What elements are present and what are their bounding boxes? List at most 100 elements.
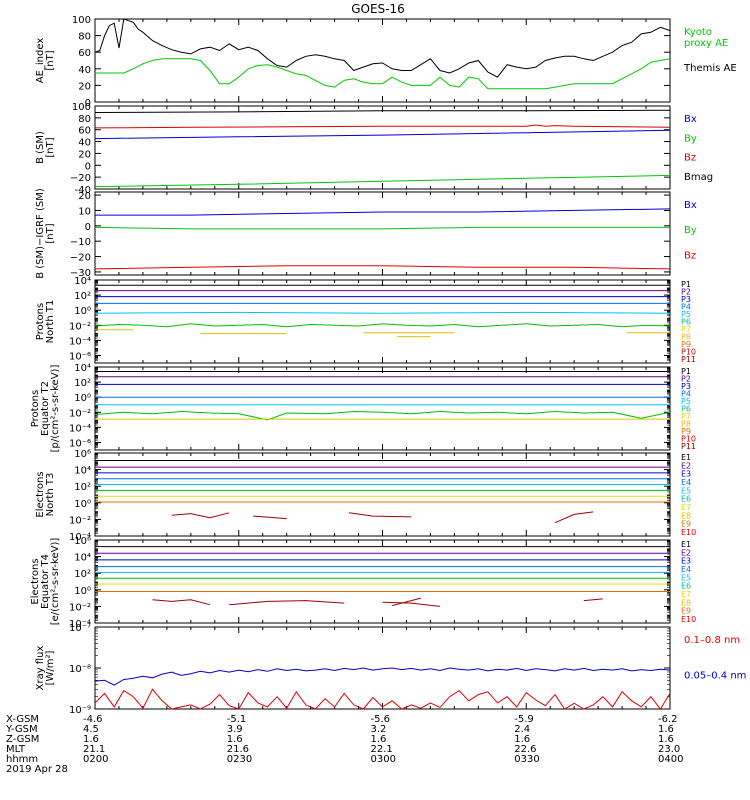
y-tick-label: 10⁰ — [74, 306, 91, 317]
legend-entry: E6 — [681, 582, 691, 591]
legend-entry: E6 — [681, 495, 691, 504]
ephemeris-value: 2.4 — [514, 724, 530, 735]
ephemeris-value: 0200 — [83, 754, 108, 765]
legend-entry: E8 — [681, 598, 691, 607]
legend-entry: P2 — [681, 288, 691, 297]
y-tick-label: 10⁶ — [74, 449, 91, 460]
series-bz — [94, 265, 671, 270]
ephemeris-label: MLT — [6, 744, 26, 755]
ephemeris-value: -5.1 — [227, 714, 247, 725]
y-axis-label: Protons — [30, 390, 41, 427]
y-tick-label: 10⁰ — [74, 393, 91, 404]
legend-entry: P10 — [681, 435, 696, 444]
ephemeris-value: 0300 — [371, 754, 396, 765]
panel-frame — [94, 105, 671, 190]
legend-entry: P4 — [681, 390, 691, 399]
ephemeris-label: Z-GSM — [6, 734, 39, 745]
y-tick-label: −20 — [70, 173, 91, 184]
legend-entry: P9 — [681, 340, 691, 349]
y-tick-label: 0 — [85, 222, 91, 233]
y-axis-label: [nT] — [45, 223, 56, 243]
y-tick-label: 20 — [78, 81, 91, 92]
legend-entry: P7 — [681, 325, 691, 334]
series-kyoto-proxy-ae — [95, 58, 671, 90]
ephemeris-value: 3.9 — [227, 724, 243, 735]
legend-entry: E2 — [681, 461, 691, 470]
legend-entry: P10 — [681, 348, 696, 357]
y-tick-label: 10⁻² — [69, 321, 91, 332]
legend-entry: 0.05–0.4 nm — [684, 671, 746, 682]
y-tick-label: 10⁻⁴ — [69, 619, 91, 630]
series-e9e — [583, 598, 603, 602]
y-axis-label: Electrons — [30, 558, 41, 604]
y-axis-label: [p/(cm²-s-sr-keV)] — [50, 365, 61, 453]
legend-entry: Themis AE — [683, 63, 737, 74]
ephemeris-value: 4.5 — [83, 724, 99, 735]
y-tick-label: 10⁻² — [69, 602, 91, 613]
y-tick-label: 10⁻⁷ — [69, 623, 91, 634]
y-tick-label: 10⁻⁹ — [69, 705, 91, 716]
y-tick-label: 10⁻² — [69, 408, 91, 419]
legend-entry: E4 — [681, 565, 691, 574]
y-tick-label: 10⁶ — [74, 536, 91, 547]
series-0-1-0-8-nm — [94, 688, 671, 710]
ephemeris-value: 1.6 — [371, 734, 387, 745]
legend-entry: E9 — [681, 520, 691, 529]
y-tick-label: −20 — [70, 253, 91, 264]
panel-8: 10⁻⁹ 10⁻⁸ 10⁻⁷ Xray flux [W/m²] 0.1–0.8 nm 0.0… — [35, 623, 746, 716]
legend-entry: P8 — [681, 333, 691, 342]
legend-entry: E3 — [681, 557, 691, 566]
series-bx — [94, 129, 671, 140]
y-tick-label: 60 — [78, 48, 91, 59]
legend-entry: P6 — [681, 405, 691, 414]
panel-frame — [94, 18, 671, 103]
series-bx — [95, 208, 671, 216]
y-axis-label: North T1 — [45, 300, 56, 344]
y-tick-label: 10⁻⁴ — [69, 336, 91, 347]
y-tick-label: -40 — [75, 185, 91, 196]
ephemeris-value: 1.6 — [514, 734, 530, 745]
figure-title: GOES-16 — [351, 2, 405, 16]
y-tick-label: 10⁴ — [74, 466, 91, 477]
y-axis-label: Equator T2 — [40, 381, 51, 436]
legend-entry: P4 — [681, 303, 691, 312]
y-axis-label: B (SM) — [35, 131, 46, 164]
y-tick-label: 60 — [78, 126, 91, 137]
legend-entry: E7 — [681, 590, 691, 599]
legend-entry: E8 — [681, 511, 691, 520]
legend-entry: 0.1–0.8 nm — [684, 635, 740, 646]
ephemeris-value: -6.2 — [658, 714, 678, 725]
y-tick-label: 10² — [74, 569, 91, 580]
legend-entry: E9 — [681, 607, 691, 616]
legend-entry: P11 — [681, 355, 696, 364]
series-themis-ae — [94, 18, 671, 78]
ephemeris-label: X-GSM — [6, 714, 39, 725]
ephemeris-value: 22.6 — [514, 744, 536, 755]
legend-entry: By — [684, 133, 697, 144]
panel-7: 10⁻⁴ 10⁻² 10⁰ 10² 10⁴ 10⁶ Electrons Equator T4[… — [30, 536, 696, 630]
series-e9d — [391, 597, 421, 607]
series-e9a — [152, 599, 211, 606]
legend-entry: P5 — [681, 397, 691, 406]
ephemeris-value: 3.2 — [371, 724, 387, 735]
y-axis-label: Electrons — [35, 471, 46, 517]
y-axis-label: B (SM)−IGRF (SM) — [35, 188, 46, 279]
y-tick-label: 10² — [74, 482, 91, 493]
legend-entry: P7 — [681, 412, 691, 421]
y-tick-label: 0 — [85, 161, 91, 172]
ephemeris-value: 1.6 — [83, 734, 99, 745]
series-e9b — [229, 600, 345, 606]
legend-entry: E2 — [681, 548, 691, 557]
legend-entry: P3 — [681, 295, 691, 304]
legend-entry: Bmag — [684, 172, 713, 183]
series-e9d — [554, 511, 594, 524]
legend-entry: E1 — [681, 540, 691, 549]
legend-entry: P1 — [681, 367, 691, 376]
legend-entry: Bz — [684, 153, 696, 164]
ephemeris-value: 23.0 — [658, 744, 680, 755]
y-tick-label: 20 — [78, 149, 91, 160]
legend-entry: Bx — [684, 114, 697, 125]
